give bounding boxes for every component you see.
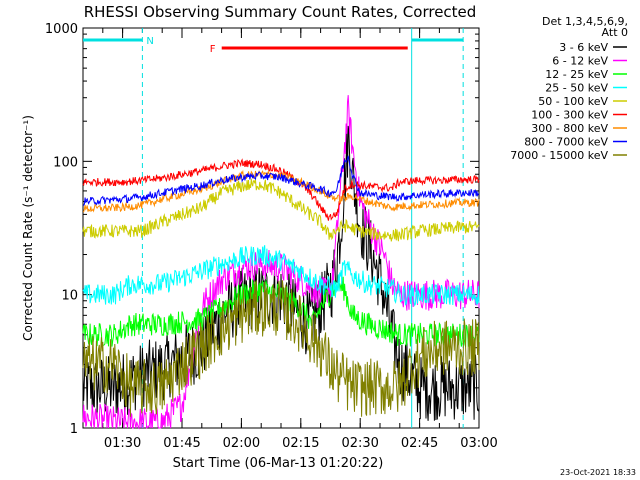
series-line — [82, 95, 480, 430]
flag-label: N — [146, 36, 153, 47]
legend-label: 100 - 300 keV — [531, 109, 608, 122]
legend-label: 7000 - 15000 keV — [510, 149, 608, 162]
x-tick-label: 02:15 — [282, 436, 319, 451]
legend-header: Det 1,3,4,5,6,9, — [542, 15, 628, 28]
legend-header: Att 0 — [602, 26, 628, 39]
series-line — [82, 275, 480, 347]
legend-label: 800 - 7000 keV — [524, 136, 608, 149]
series-line — [82, 280, 480, 417]
y-tick-label: 10 — [61, 289, 78, 304]
series-line — [82, 178, 480, 242]
x-tick-label: 01:30 — [104, 436, 141, 451]
y-tick-label: 1000 — [45, 22, 78, 37]
x-tick-label: 03:00 — [460, 436, 497, 451]
x-tick-label: 01:45 — [163, 436, 200, 451]
series-line — [82, 125, 480, 421]
legend-label: 3 - 6 keV — [559, 41, 608, 54]
plot-area: 1 10 100 1000 01:30 01:45 02:00 02:15 02:30 02:45… — [45, 22, 498, 451]
series-line — [82, 158, 480, 221]
y-axis-label: Corrected Count Rate (s⁻¹ detector⁻¹) — [21, 115, 35, 341]
legend-label: 25 - 50 keV — [545, 82, 608, 95]
chart-title: RHESSI Observing Summary Count Rates, Co… — [84, 3, 477, 21]
legend-label: 6 - 12 keV — [552, 55, 608, 68]
flag-label: F — [210, 44, 216, 55]
timestamp: 23-Oct-2021 18:33 — [560, 468, 636, 477]
x-tick-label: 02:00 — [223, 436, 260, 451]
x-tick-label: 02:45 — [401, 436, 438, 451]
y-tick-label: 1 — [70, 422, 78, 437]
legend-label: 50 - 100 keV — [538, 95, 608, 108]
legend-label: 300 - 800 keV — [531, 122, 608, 135]
series-line — [82, 245, 480, 307]
x-tick-label: 02:30 — [341, 436, 378, 451]
x-axis-label: Start Time (06-Mar-13 01:20:22) — [173, 456, 384, 471]
series-line — [82, 155, 480, 206]
y-tick-label: 100 — [53, 155, 78, 170]
legend-label: 12 - 25 keV — [545, 68, 608, 81]
